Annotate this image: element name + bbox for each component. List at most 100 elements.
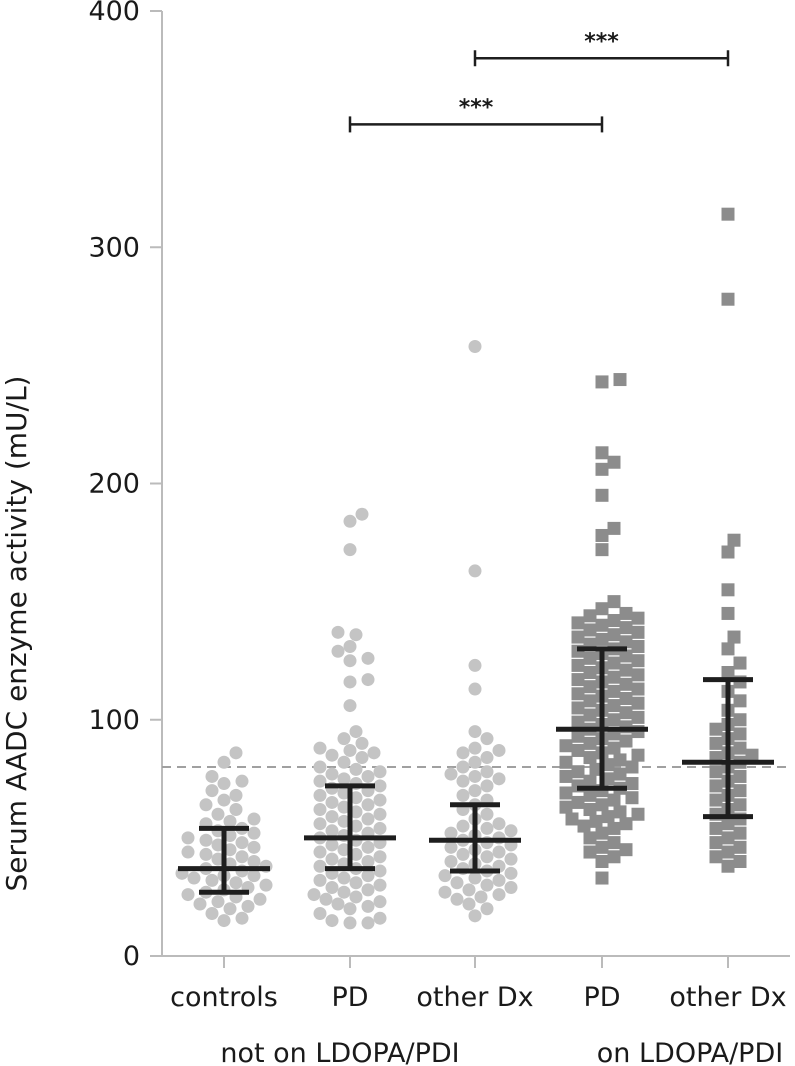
- data-point-circle: [337, 814, 351, 828]
- data-point-square: [613, 805, 627, 819]
- data-point-circle: [325, 852, 339, 866]
- data-point-square: [601, 758, 615, 772]
- data-point-circle: [361, 840, 375, 854]
- data-point-circle: [325, 838, 339, 852]
- y-axis-label: Serum AADC enzyme activity (mU/L): [0, 376, 33, 892]
- data-point-circle: [241, 899, 255, 913]
- data-point-circle: [325, 767, 339, 781]
- data-point-circle: [462, 897, 476, 911]
- data-point-circle: [361, 673, 375, 687]
- data-point-square: [619, 843, 633, 857]
- data-point-square: [583, 831, 597, 845]
- data-point-circle: [367, 746, 381, 760]
- data-point-square: [631, 682, 645, 696]
- data-point-square: [631, 654, 645, 668]
- data-point-circle: [456, 760, 470, 774]
- data-point-circle: [450, 876, 464, 890]
- data-point-square: [571, 616, 585, 630]
- data-point-circle: [456, 819, 470, 833]
- data-point-square: [613, 753, 627, 767]
- data-point-square: [565, 812, 579, 826]
- data-point-square: [709, 821, 723, 835]
- data-point-square: [709, 765, 723, 779]
- data-point-square: [595, 462, 609, 476]
- data-point-circle: [313, 906, 327, 920]
- data-point-circle: [229, 803, 243, 817]
- data-point-circle: [337, 800, 351, 814]
- data-point-circle: [492, 845, 506, 859]
- data-point-circle: [468, 564, 482, 578]
- data-point-circle: [313, 873, 327, 887]
- data-point-square: [583, 803, 597, 817]
- data-point-square: [595, 602, 609, 616]
- data-point-square: [721, 545, 735, 559]
- category-label: other Dx: [669, 982, 786, 1013]
- data-point-square: [583, 845, 597, 859]
- data-point-square: [607, 595, 621, 609]
- category-label: PD: [583, 982, 620, 1013]
- data-point-square: [571, 729, 585, 743]
- data-point-circle: [492, 743, 506, 757]
- data-point-circle: [468, 909, 482, 923]
- data-point-square: [595, 826, 609, 840]
- data-point-circle: [361, 769, 375, 783]
- data-point-circle: [325, 824, 339, 838]
- data-point-square: [721, 642, 735, 656]
- data-point-circle: [229, 788, 243, 802]
- data-point-circle: [343, 902, 357, 916]
- data-point-square: [619, 649, 633, 663]
- data-point-square: [727, 533, 741, 547]
- data-point-square: [601, 810, 615, 824]
- data-point-circle: [480, 732, 494, 746]
- data-point-circle: [211, 852, 225, 866]
- data-point-circle: [349, 847, 363, 861]
- data-point-square: [571, 687, 585, 701]
- data-point-square: [733, 769, 747, 783]
- data-point-circle: [373, 911, 387, 925]
- data-point-square: [607, 521, 621, 535]
- data-points: [175, 207, 759, 930]
- data-point-circle: [355, 751, 369, 765]
- data-point-circle: [373, 765, 387, 779]
- data-point-circle: [343, 743, 357, 757]
- data-point-circle: [325, 880, 339, 894]
- data-point-circle: [205, 906, 219, 920]
- data-point-square: [583, 609, 597, 623]
- data-point-circle: [504, 866, 518, 880]
- data-point-circle: [480, 850, 494, 864]
- data-point-square: [619, 635, 633, 649]
- data-point-square: [589, 814, 603, 828]
- data-point-circle: [313, 859, 327, 873]
- data-point-circle: [343, 543, 357, 557]
- data-point-square: [619, 663, 633, 677]
- data-point-square: [595, 618, 609, 632]
- data-point-square: [607, 684, 621, 698]
- data-point-square: [721, 859, 735, 873]
- data-point-square: [631, 611, 645, 625]
- data-point-square: [607, 670, 621, 684]
- data-point-square: [733, 713, 747, 727]
- data-point-circle: [223, 814, 237, 828]
- data-point-square: [631, 668, 645, 682]
- data-point-circle: [468, 755, 482, 769]
- data-point-square: [595, 798, 609, 812]
- group-label: on LDOPA/PDI: [597, 1038, 783, 1066]
- data-point-square: [589, 762, 603, 776]
- data-point-circle: [337, 843, 351, 857]
- data-point-circle: [361, 855, 375, 868]
- data-point-circle: [373, 850, 387, 864]
- data-point-circle: [349, 819, 363, 833]
- data-point-square: [631, 710, 645, 724]
- data-point-circle: [468, 682, 482, 696]
- data-point-circle: [193, 897, 207, 911]
- data-point-circle: [468, 871, 482, 885]
- data-point-circle: [211, 895, 225, 909]
- data-point-square: [595, 855, 609, 868]
- data-point-circle: [438, 869, 452, 883]
- data-point-square: [583, 708, 597, 722]
- data-point-square: [607, 836, 621, 850]
- data-point-circle: [199, 847, 213, 861]
- data-point-circle: [349, 791, 363, 805]
- data-point-square: [631, 748, 645, 762]
- data-point-square: [607, 656, 621, 670]
